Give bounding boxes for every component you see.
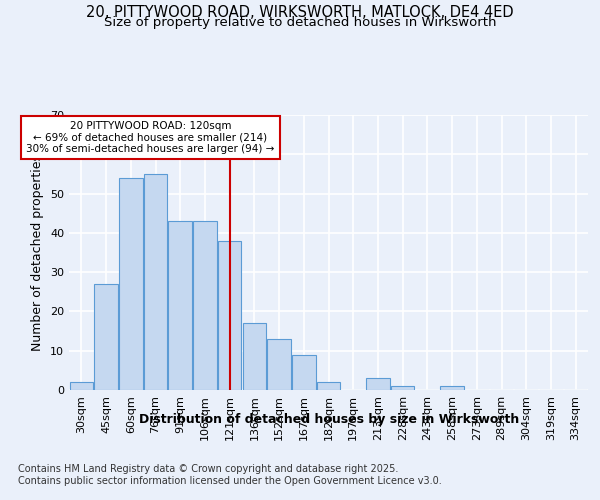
Bar [119,178,143,390]
Bar [268,339,291,390]
Bar [366,378,389,390]
Text: Size of property relative to detached houses in Wirksworth: Size of property relative to detached ho… [104,16,496,29]
Bar [70,382,93,390]
Bar [94,284,118,390]
Text: Contains public sector information licensed under the Open Government Licence v3: Contains public sector information licen… [18,476,442,486]
Bar [440,386,464,390]
Text: Contains HM Land Registry data © Crown copyright and database right 2025.: Contains HM Land Registry data © Crown c… [18,464,398,474]
Bar [292,354,316,390]
Bar [242,323,266,390]
Text: Distribution of detached houses by size in Wirksworth: Distribution of detached houses by size … [139,412,519,426]
Bar [169,221,192,390]
Text: 20, PITTYWOOD ROAD, WIRKSWORTH, MATLOCK, DE4 4ED: 20, PITTYWOOD ROAD, WIRKSWORTH, MATLOCK,… [86,5,514,20]
Bar [317,382,340,390]
Bar [144,174,167,390]
Y-axis label: Number of detached properties: Number of detached properties [31,154,44,351]
Bar [193,221,217,390]
Text: 20 PITTYWOOD ROAD: 120sqm
← 69% of detached houses are smaller (214)
30% of semi: 20 PITTYWOOD ROAD: 120sqm ← 69% of detac… [26,121,275,154]
Bar [391,386,415,390]
Bar [218,240,241,390]
